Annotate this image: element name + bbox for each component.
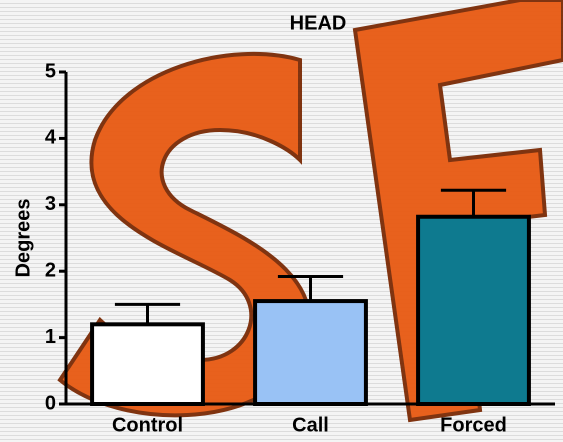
y-tick-label: 0 xyxy=(45,392,56,414)
bar xyxy=(92,324,203,404)
page: HEAD Degrees 0 1 2 3 4 5 Control Call Forced xyxy=(0,0,563,442)
bar xyxy=(255,301,366,404)
chart-title: HEAD xyxy=(290,12,347,34)
y-tick-label: 1 xyxy=(45,326,56,348)
y-tick-label: 2 xyxy=(45,259,56,281)
y-axis-label: Degrees xyxy=(12,199,34,278)
x-tick-label: Call xyxy=(292,414,329,436)
x-tick-label: Forced xyxy=(440,414,507,436)
x-tick-label: Control xyxy=(112,414,183,436)
y-tick-label: 4 xyxy=(45,127,57,149)
chart: HEAD Degrees 0 1 2 3 4 5 Control Call Forced xyxy=(0,0,563,442)
y-tick-label: 3 xyxy=(45,193,56,215)
y-tick-label: 5 xyxy=(45,60,56,82)
bar xyxy=(418,217,529,404)
